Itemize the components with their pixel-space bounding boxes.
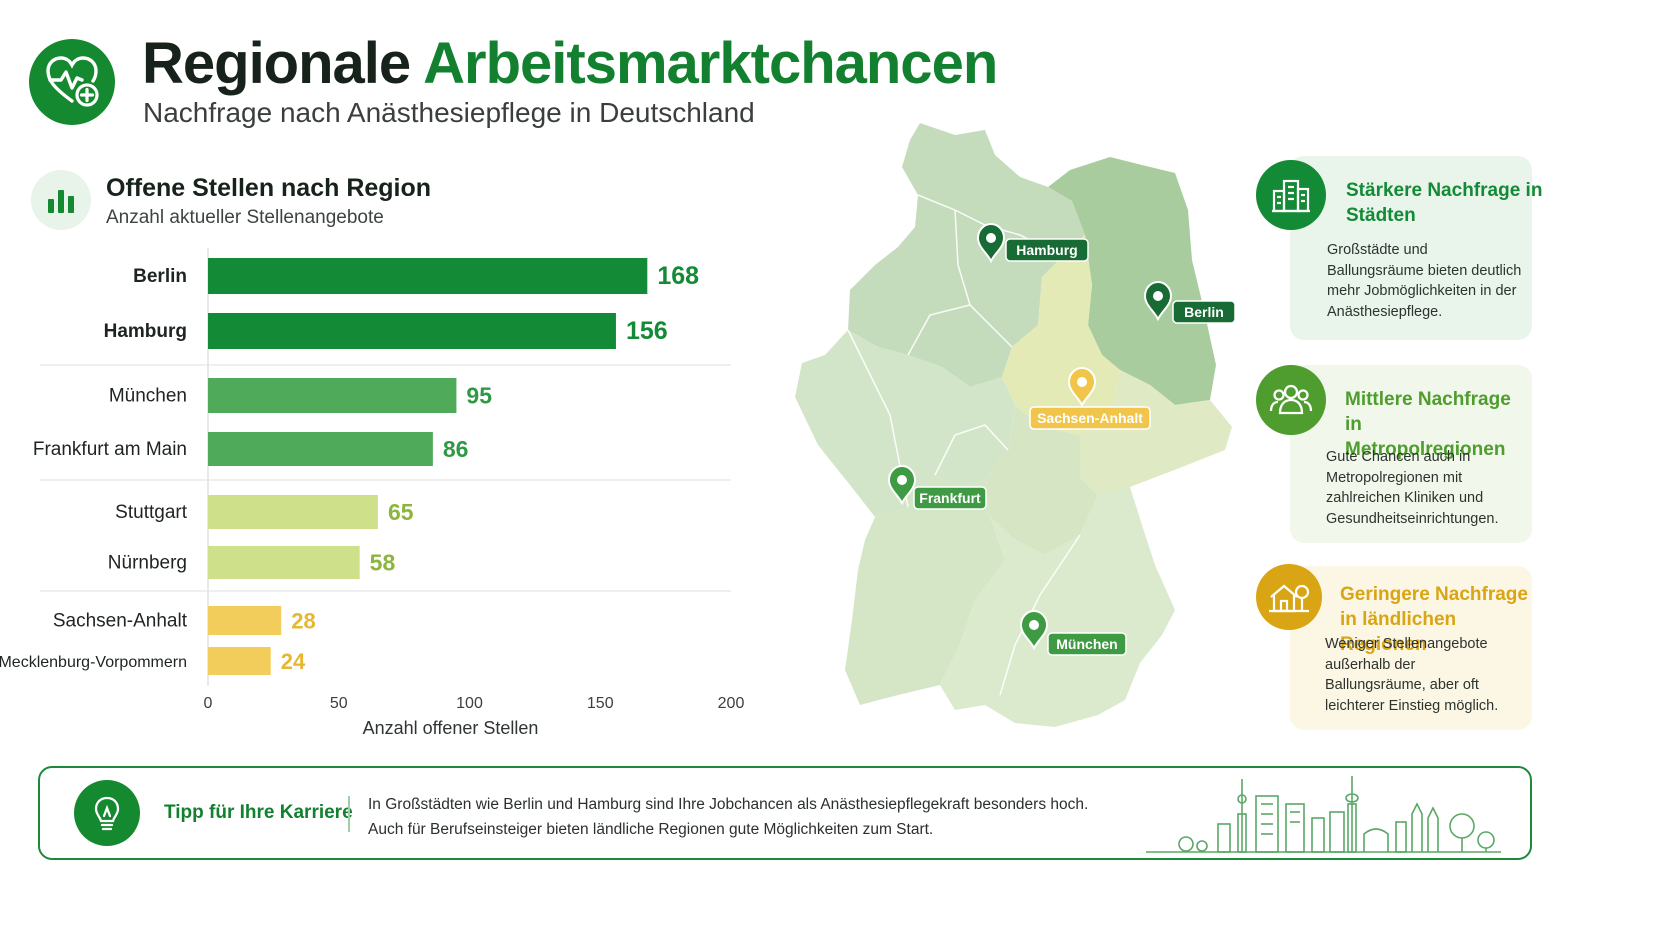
region-northeast — [1048, 157, 1216, 405]
bar — [208, 313, 616, 349]
page-title-part2: Arbeitsmarktchancen — [423, 31, 998, 96]
page-title-part1: Regionale — [142, 31, 411, 96]
bar-category-label: Frankfurt am Main — [33, 439, 187, 460]
bar-value-label: 156 — [626, 317, 668, 345]
bar — [208, 378, 457, 413]
page-subtitle: Nachfrage nach Anästhesiepflege in Deuts… — [143, 97, 755, 128]
germany-map: Hamburg Berlin Sachsen-Anhalt Frankfurt Münc… — [795, 123, 1236, 727]
bar — [208, 258, 648, 294]
map-marker: Berlin — [1143, 280, 1236, 324]
x-tick-label: 150 — [587, 695, 614, 712]
map-marker-label: Berlin — [1184, 304, 1224, 320]
map-marker-label: Hamburg — [1016, 242, 1077, 258]
region-north — [848, 123, 1085, 387]
card-low-demand-text: Weniger Stellenangebote außerhalb der Ba… — [1325, 636, 1499, 714]
map-marker: Hamburg — [976, 222, 1089, 264]
bar-value-label: 24 — [281, 649, 306, 674]
region-saxony — [1080, 370, 1232, 495]
people-group-icon — [1256, 365, 1326, 435]
region-center — [985, 405, 1098, 555]
bar-chart: Berlin 168 Hamburg 156 München 95 Frankfurt am… — [0, 248, 745, 738]
tip-title: Tipp für Ihre Karriere — [164, 802, 353, 823]
bar — [208, 647, 271, 675]
map-marker: München — [1019, 609, 1127, 656]
card-strong-demand-title: Stärkere Nachfrage in Städten — [1346, 180, 1543, 226]
tip-separator — [348, 796, 350, 832]
bar — [208, 432, 433, 466]
card-strong-demand: Stärkere Nachfrage in Städten Großstädte… — [1290, 156, 1542, 340]
bar — [208, 546, 360, 579]
x-tick-label: 200 — [718, 695, 745, 712]
card-medium-demand-title: Mittlere Nachfrage in Metropolregionen — [1345, 389, 1511, 460]
region-west — [795, 330, 1015, 517]
city-skyline-icon — [1146, 776, 1501, 853]
bar-category-label: Mecklenburg-Vorpommern — [0, 654, 187, 671]
region-bavaria — [940, 487, 1175, 727]
chart-title: Offene Stellen nach Region — [106, 174, 432, 202]
card-low-demand: Geringere Nachfrage in ländlichen Region… — [1290, 566, 1532, 730]
bar-value-label: 95 — [466, 383, 492, 409]
region-southwest — [845, 475, 1005, 705]
city-buildings-icon — [1256, 160, 1326, 230]
map-regions — [795, 123, 1232, 727]
bar-value-label: 86 — [443, 436, 469, 462]
card-strong-demand-text: Großstädte und Ballungsräume bieten deut… — [1327, 242, 1522, 320]
bar-value-label: 28 — [291, 609, 315, 634]
map-marker-label: Sachsen-Anhalt — [1037, 410, 1143, 426]
card-medium-demand-text: Gute Chancen auch in Metropolregionen mi… — [1326, 449, 1499, 527]
x-axis-label: Anzahl offener Stellen — [363, 718, 539, 738]
map-marker: Sachsen-Anhalt — [1029, 366, 1151, 430]
bar-chart-icon — [31, 170, 91, 230]
map-marker-label: Frankfurt — [919, 490, 981, 506]
tip-text-line2: Auch für Berufseinsteiger bieten ländlic… — [368, 821, 934, 838]
x-tick-label: 100 — [456, 695, 483, 712]
bar-category-label: Hamburg — [104, 321, 187, 342]
tip-text-line1: In Großstädten wie Berlin und Hamburg si… — [368, 796, 1089, 813]
bar-category-label: Berlin — [133, 266, 187, 287]
logo-heart-pulse-icon — [29, 39, 115, 125]
lightbulb-icon — [74, 780, 140, 846]
bar-category-label: Nürnberg — [108, 553, 187, 574]
career-tip-box: Tipp für Ihre Karriere In Großstädten wi… — [38, 766, 1532, 860]
tip-text: In Großstädten wie Berlin und Hamburg si… — [368, 792, 1088, 842]
chart-subtitle: Anzahl aktueller Stellenangebote — [106, 207, 384, 228]
map-marker: Frankfurt — [887, 464, 987, 510]
x-tick-label: 50 — [330, 695, 348, 712]
card-low-demand-title: Geringere Nachfrage in ländlichen Region… — [1340, 584, 1528, 655]
bar-value-label: 65 — [388, 499, 414, 525]
bar — [208, 495, 378, 529]
bar-category-label: München — [109, 386, 187, 407]
map-marker-label: München — [1056, 636, 1117, 652]
house-tree-icon — [1256, 564, 1322, 630]
bar-value-label: 58 — [370, 550, 396, 576]
bar-category-label: Stuttgart — [115, 502, 188, 523]
bar-category-label: Sachsen-Anhalt — [53, 611, 188, 632]
card-medium-demand: Mittlere Nachfrage in Metropolregionen G… — [1290, 365, 1532, 543]
bar — [208, 606, 282, 635]
x-tick-label: 0 — [204, 695, 213, 712]
page-title: Regionale Arbeitsmarktchancen — [142, 30, 998, 97]
bar-value-label: 168 — [657, 262, 699, 290]
